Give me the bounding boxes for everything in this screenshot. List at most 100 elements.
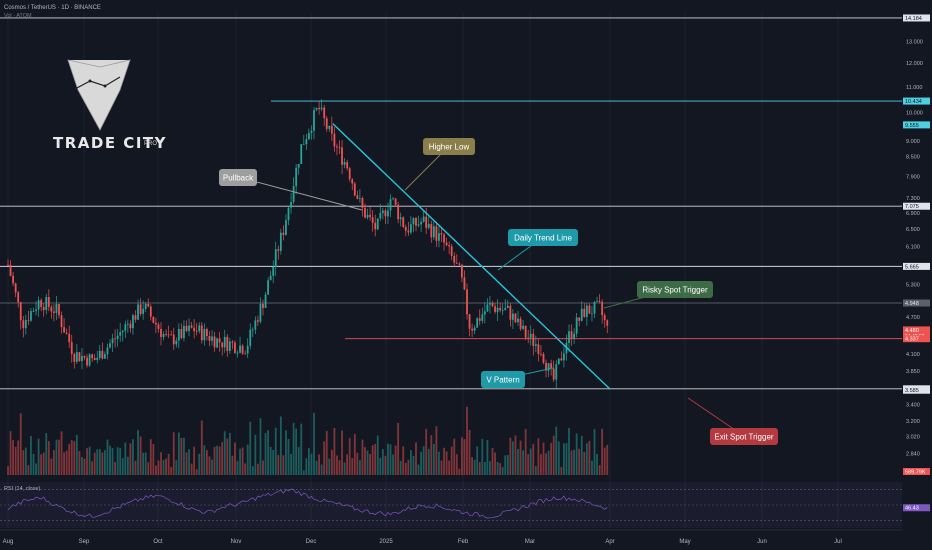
volume-bar xyxy=(297,446,300,475)
price-axis[interactable]: 13.000 12.000 11.000 10.000 9.000 8.500 7.900 7… xyxy=(902,0,932,550)
candle xyxy=(65,332,68,334)
volume-bar xyxy=(588,440,591,475)
candle xyxy=(476,318,479,328)
candle xyxy=(310,130,313,133)
candle xyxy=(333,133,336,147)
volume-bar xyxy=(167,453,170,475)
candle xyxy=(422,216,425,222)
volume-bar xyxy=(603,447,606,475)
candle xyxy=(305,139,308,145)
volume-bar xyxy=(104,450,106,475)
volume-bar xyxy=(239,448,241,475)
volume-bar xyxy=(537,438,540,475)
candle xyxy=(177,328,180,341)
volume-bar xyxy=(348,438,351,475)
volume-bar xyxy=(529,448,532,475)
volume-bar xyxy=(323,441,326,475)
volume-bar xyxy=(170,467,173,475)
candle xyxy=(213,336,216,348)
candle xyxy=(83,355,86,358)
candle xyxy=(22,320,25,329)
volume-bar xyxy=(98,449,101,475)
candle xyxy=(568,331,570,343)
volume-bar xyxy=(425,428,428,475)
price-tick: 3.200 xyxy=(906,419,920,425)
candle xyxy=(86,357,88,366)
volume-bar xyxy=(300,423,303,475)
volume-bar xyxy=(404,462,407,475)
price-tick: 4.100 xyxy=(906,352,920,358)
candle xyxy=(58,304,60,316)
time-tick: Oct xyxy=(153,539,163,545)
candle xyxy=(272,266,275,276)
candle xyxy=(75,352,78,362)
volume-bar xyxy=(438,451,440,475)
price-tag xyxy=(903,299,930,307)
candle xyxy=(410,224,412,233)
candle xyxy=(19,302,22,321)
candle xyxy=(392,198,394,200)
time-tick: Jun xyxy=(757,539,767,545)
candle xyxy=(529,333,532,338)
volume-bar xyxy=(19,413,22,475)
candle xyxy=(267,280,269,295)
volume-bar xyxy=(489,461,491,475)
candle xyxy=(42,306,45,311)
candle xyxy=(70,342,73,354)
candle xyxy=(478,318,481,321)
daily-trend-line xyxy=(332,123,611,390)
volume-bar xyxy=(295,428,298,475)
candle xyxy=(463,277,466,290)
candle xyxy=(427,223,430,228)
volume-bar xyxy=(86,448,88,475)
volume-bar xyxy=(228,432,231,475)
candle xyxy=(501,309,504,311)
candle xyxy=(37,300,40,310)
price-tag-label: 3.585 xyxy=(905,388,919,394)
volume-bar xyxy=(290,453,292,475)
volume-bar xyxy=(109,445,111,475)
candle xyxy=(369,214,371,218)
candle xyxy=(285,220,287,235)
callout-pointer xyxy=(237,176,363,211)
volume-bar xyxy=(12,439,14,475)
volume-bar xyxy=(24,447,27,475)
volume-bar xyxy=(585,443,588,475)
volume-bar xyxy=(124,442,127,475)
volume-bar xyxy=(476,446,479,475)
volume-bar xyxy=(172,432,175,475)
candles xyxy=(7,99,609,389)
volume-bar xyxy=(75,434,78,475)
callout-box xyxy=(481,371,525,388)
price-tick: 10.000 xyxy=(906,111,923,117)
volume-bar xyxy=(463,439,466,475)
callout-box xyxy=(423,138,475,155)
volume-bar xyxy=(328,458,331,475)
volume-bar xyxy=(206,450,208,475)
volume-bar xyxy=(491,447,494,475)
candle xyxy=(461,264,463,278)
volume-bar xyxy=(83,458,86,475)
candle xyxy=(226,336,229,351)
volume-bar xyxy=(361,439,364,475)
volume-bar xyxy=(244,463,247,475)
volume-bar xyxy=(50,458,53,475)
volume-bar xyxy=(35,463,37,475)
volume-bar xyxy=(116,447,119,475)
volume-bar xyxy=(578,448,581,475)
trend-line[interactable] xyxy=(332,123,611,390)
volume-bar xyxy=(440,460,443,475)
volume-bar xyxy=(162,459,165,475)
candle xyxy=(466,289,468,315)
rsi-tag xyxy=(903,504,930,512)
volume-bar xyxy=(285,430,287,475)
volume-bar xyxy=(226,438,229,475)
volume-bar xyxy=(47,441,50,475)
volume-bar xyxy=(468,429,471,475)
trade-city-logo xyxy=(67,59,131,131)
time-tick: 2025 xyxy=(379,539,393,545)
volume-bar xyxy=(552,435,555,475)
time-axis[interactable]: Aug Sep Oct Nov Dec 2025 Feb Mar Apr May Jun Jul xyxy=(0,529,902,545)
volume-bar xyxy=(494,452,496,475)
